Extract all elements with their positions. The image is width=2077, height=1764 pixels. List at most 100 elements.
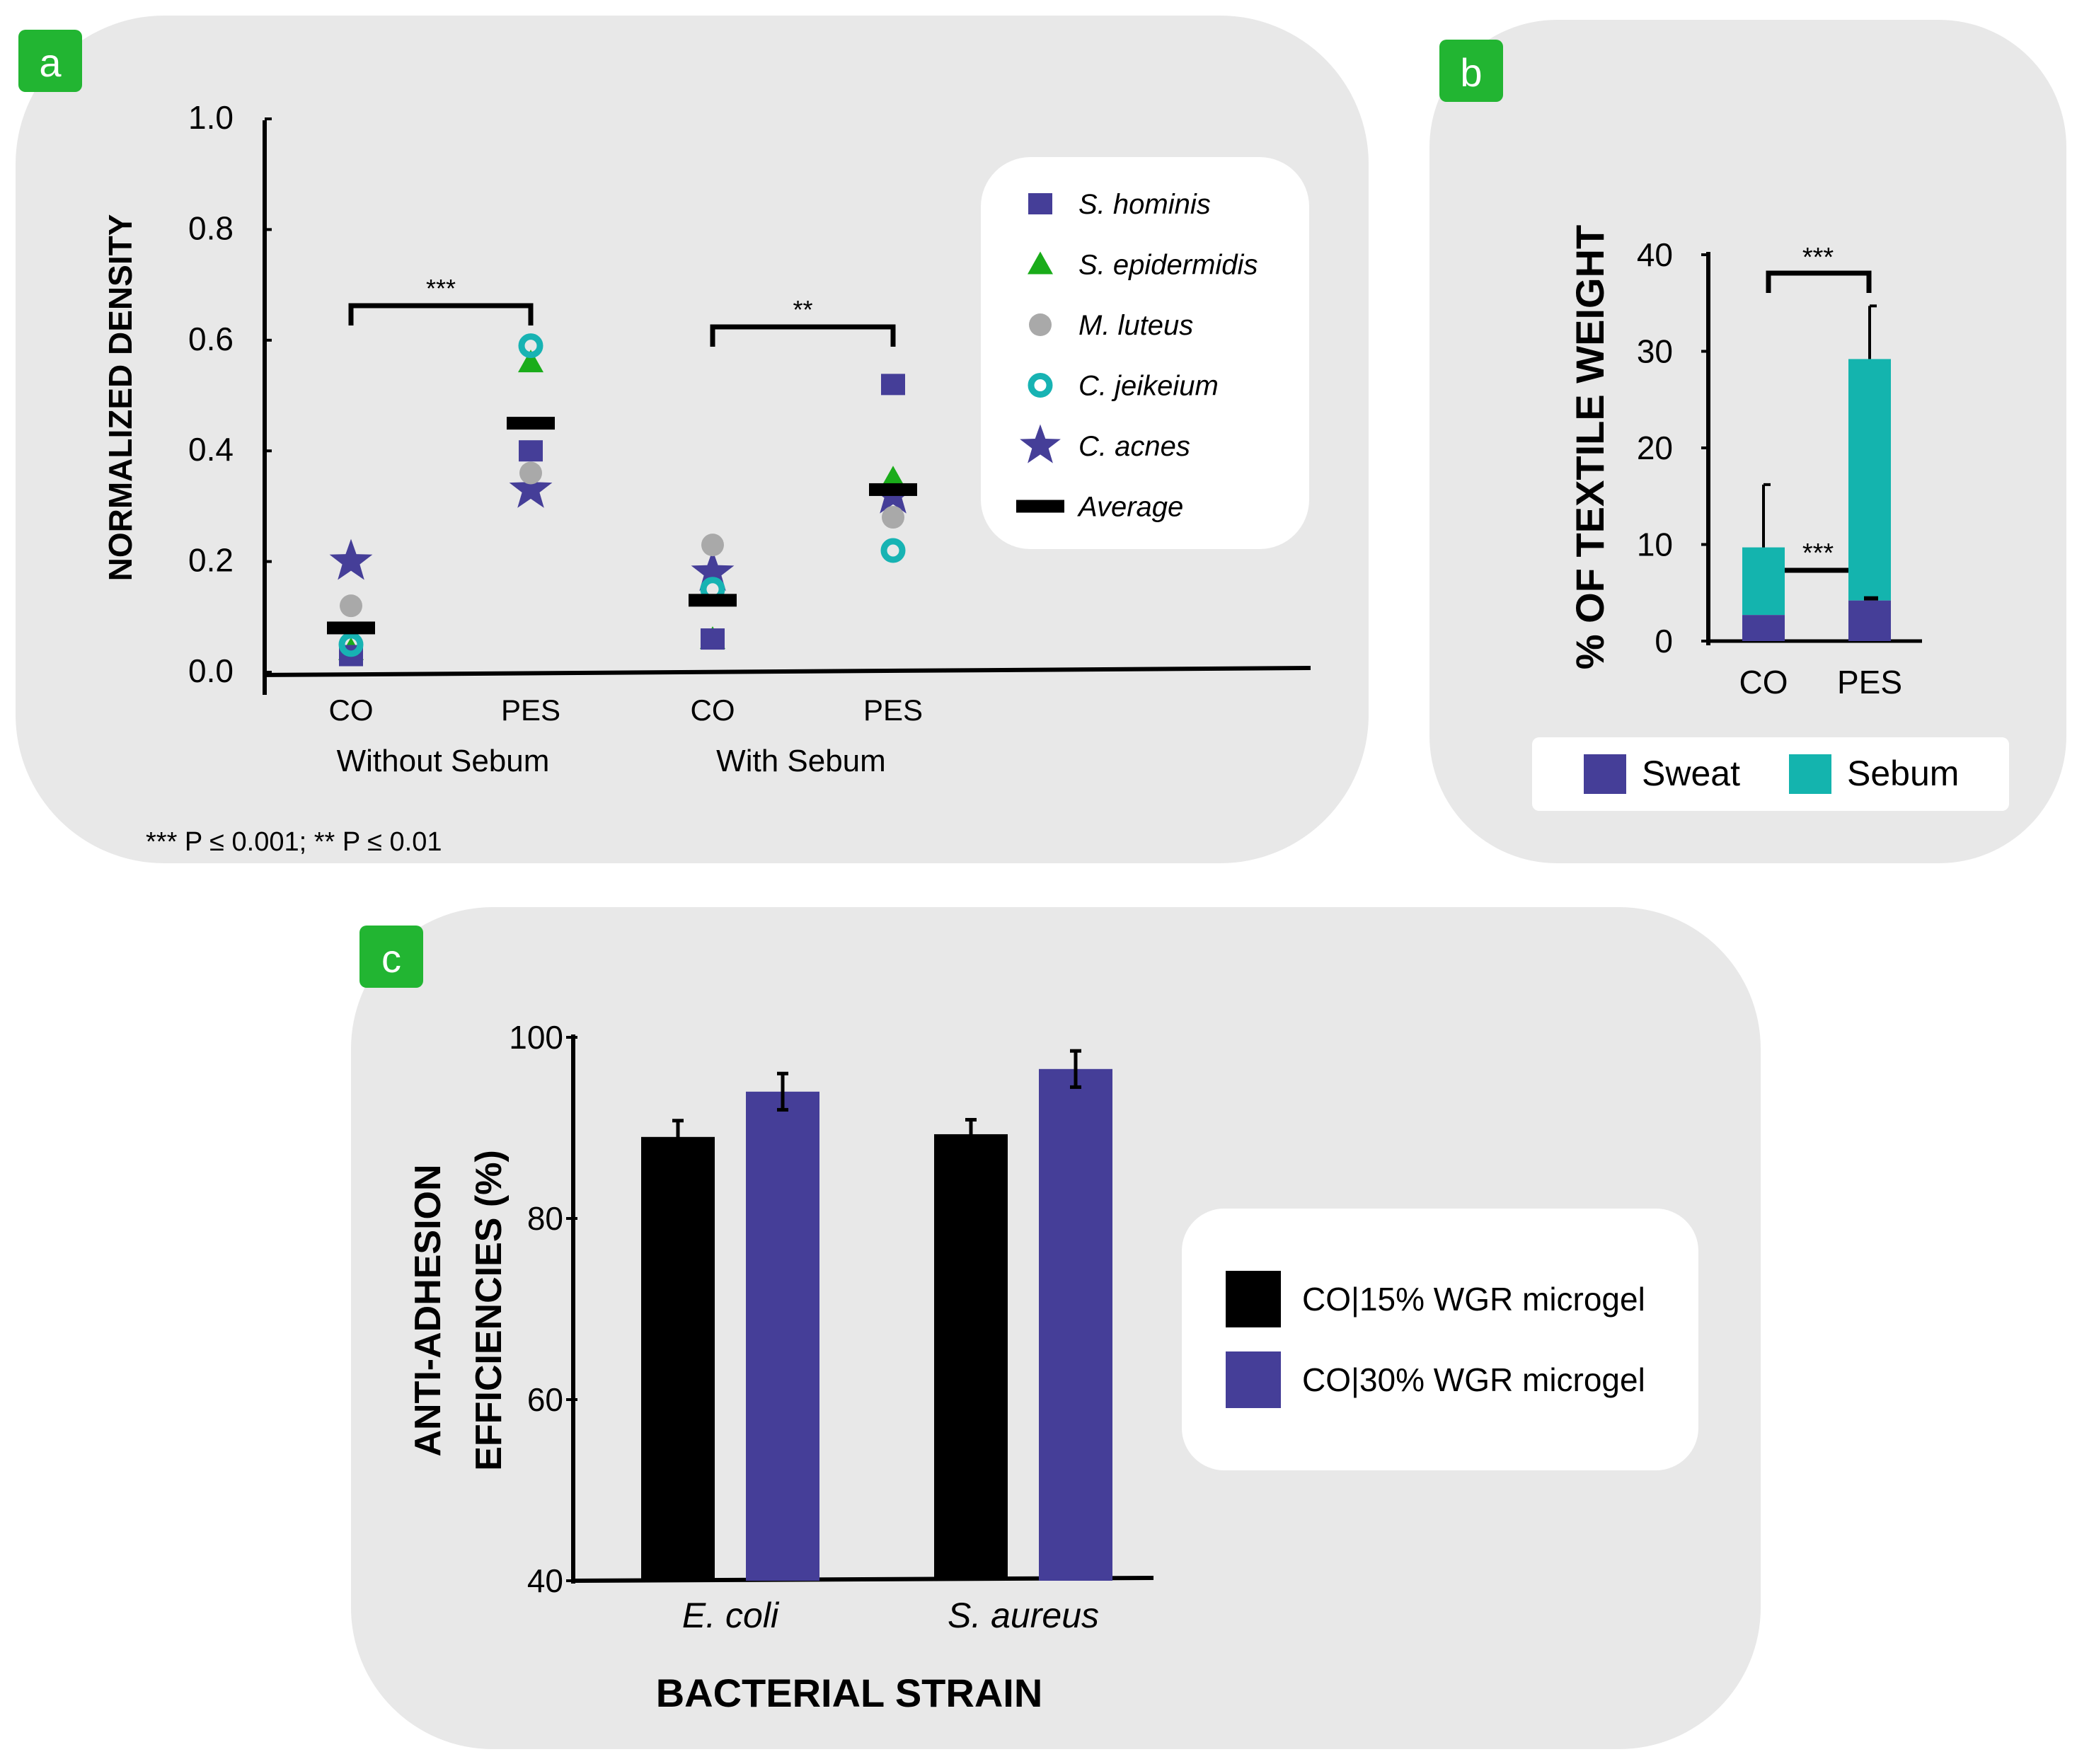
panel-a-point-average	[869, 483, 917, 496]
panel-a-x-tick-label: PES	[501, 693, 560, 727]
panel-a-point-c-acnes	[691, 550, 735, 592]
panel-a-point-s-epidermidis	[880, 466, 906, 489]
panel-c-y-tick-label: 100	[509, 1019, 563, 1056]
panel-a-group-label: Without Sebum	[337, 744, 550, 778]
panel-a-point-m-luteus	[519, 461, 542, 485]
panel-c-bar-co-15-wgr-microgel	[934, 1134, 1008, 1581]
panel-a-legend-label: C. jeikeium	[1078, 371, 1219, 402]
panel-c-x-label: BACTERIAL STRAIN	[656, 1671, 1043, 1715]
panel-b-legend-box	[1532, 737, 2009, 811]
panel-a-point-s-hominis	[701, 628, 725, 650]
panel-a-y-tick-label: 0.8	[188, 209, 234, 246]
panel-b-x-tick-label: PES	[1837, 664, 1902, 701]
panel-c-bar-co-30-wgr-microgel	[1039, 1068, 1112, 1581]
panel-a-x-tick-label: CO	[329, 693, 374, 727]
panel-a-legend-label: M. luteus	[1078, 310, 1193, 341]
panel-b-significance-label-top: ***	[1802, 243, 1834, 272]
panel-a-legend-label: C. acnes	[1078, 431, 1190, 462]
panel-a-y-label: NORMALIZED DENSITY	[102, 214, 139, 582]
panel-b-y-tick-label: 30	[1637, 333, 1673, 370]
panel-a-x-tick-label: CO	[691, 693, 735, 727]
panel-a-legend-marker-c-acnes	[1020, 424, 1061, 463]
panel-b-errorbar-sweat	[1864, 596, 1878, 601]
panel-a-x-tick-label: PES	[863, 693, 923, 727]
panel-b-y-tick-label: 40	[1637, 236, 1673, 273]
panel-a-significance-bracket	[348, 303, 534, 325]
panel-b-bar-sebum	[1742, 547, 1785, 616]
panel-c-legend-label: CO|15% WGR microgel	[1302, 1281, 1645, 1318]
panel-c-badge: c	[359, 926, 423, 988]
panel-a-legend-label: S. epidermidis	[1078, 250, 1258, 281]
panel-b-significance-label-between: ***	[1802, 538, 1834, 568]
panel-c-badge-label: c	[381, 936, 401, 981]
panel-b-badge: b	[1439, 40, 1503, 102]
panel-b-y-label: % OF TEXTILE WEIGHT	[1567, 225, 1612, 669]
panel-b-legend-label: Sebum	[1847, 754, 1959, 793]
panel-b-y-tick-label: 20	[1637, 430, 1673, 466]
panel-b-bar-sweat	[1742, 615, 1785, 641]
panel-c-legend-box	[1182, 1209, 1698, 1470]
panel-a-y-tick-label: 0.4	[188, 431, 234, 468]
panel-a-legend-marker-m-luteus	[1029, 313, 1052, 336]
panel-a-y-tick-label: 1.0	[188, 99, 234, 136]
panel-a-y-tick-label: 0.2	[188, 542, 234, 579]
panel-a-group-label: With Sebum	[716, 744, 886, 778]
panel-a-point-m-luteus	[340, 594, 362, 618]
panel-a-legend-label: S. hominis	[1078, 189, 1211, 220]
panel-a-legend-marker-average	[1016, 500, 1064, 513]
panel-c-y-tick-label: 80	[527, 1200, 563, 1237]
panel-b-bar-sweat	[1848, 600, 1891, 641]
panel-c-x-tick-label: S. aureus	[948, 1596, 1099, 1635]
panel-c-y-label-line1: ANTI-ADHESION	[408, 1164, 449, 1456]
panel-a-point-c-jeikeium	[518, 333, 543, 359]
panel-a-point-s-hominis	[881, 374, 905, 396]
panel-c-y-tick-label: 60	[527, 1381, 563, 1418]
panel-a-point-average	[507, 417, 555, 430]
panel-c-y-label-line2: EFFICIENCIES (%)	[468, 1150, 510, 1471]
panel-c-x-tick-label: E. coli	[682, 1596, 780, 1635]
panel-a-point-c-jeikeium	[338, 632, 364, 657]
panel-b-y-tick-label: 10	[1637, 526, 1673, 563]
panel-a-footnote: *** P ≤ 0.001; ** P ≤ 0.01	[146, 827, 442, 857]
panel-a-significance-label: ***	[426, 274, 456, 303]
panel-b-x-tick-label: CO	[1739, 664, 1788, 701]
panel-a-y-tick-label: 0.6	[188, 321, 234, 357]
panel-a-point-m-luteus	[701, 534, 724, 557]
panel-b-badge-label: b	[1460, 50, 1482, 95]
panel-a-y-tick-label: 0.0	[188, 652, 234, 689]
panel-c-legend-swatch-co30	[1226, 1351, 1281, 1408]
panel-a-legend-label: Average	[1077, 492, 1183, 523]
panel-a-legend-marker-c-jeikeium	[1028, 373, 1053, 398]
panel-a-point-average	[689, 594, 737, 607]
panel-a-significance-bracket	[710, 324, 896, 347]
panel-a-point-m-luteus	[882, 506, 904, 529]
panel-c-bar-co-15-wgr-microgel	[641, 1136, 715, 1581]
panel-b-significance-bracket-top	[1766, 270, 1872, 293]
panel-a-chart: NORMALIZED DENSITY 0.0 0.2 0.4 0.6 0.8 1.0 CO…	[102, 99, 1311, 857]
panel-a-legend-marker-s-epidermidis	[1028, 251, 1053, 275]
panel-b-y-tick-label: 0	[1655, 623, 1673, 659]
panel-a-point-c-acnes	[509, 466, 553, 508]
panel-a-point-c-acnes	[329, 538, 373, 580]
panel-c-chart: ANTI-ADHESION EFFICIENCIES (%) 40 60 80 100…	[408, 1019, 1698, 1715]
panel-a-badge: a	[18, 30, 82, 92]
panel-c-legend-swatch-co15	[1226, 1271, 1281, 1327]
panel-b-legend-swatch-sebum	[1789, 754, 1831, 794]
panel-c-legend-label: CO|30% WGR microgel	[1302, 1361, 1645, 1398]
panel-c-y-tick-label: 40	[527, 1562, 563, 1599]
panel-b-chart: % OF TEXTILE WEIGHT 0 10 20 30 40 CO PES *** *…	[1532, 225, 2009, 811]
panel-c-bar-co-30-wgr-microgel	[746, 1091, 819, 1581]
panel-b-legend-label: Sweat	[1642, 754, 1740, 793]
panel-b-background	[1429, 20, 2066, 863]
panel-a-legend-marker-s-hominis	[1028, 193, 1052, 214]
panel-a-point-c-jeikeium	[880, 538, 906, 563]
panel-a-point-s-hominis	[519, 440, 543, 462]
panel-a-significance-label: **	[793, 295, 812, 324]
panel-a-badge-label: a	[39, 40, 62, 85]
panel-a-x-axis	[262, 666, 1311, 677]
panel-b-bar-sebum	[1848, 359, 1891, 601]
panel-a-legend-box	[981, 157, 1309, 549]
panel-b-legend-swatch-sweat	[1584, 754, 1626, 794]
panel-a-point-average	[327, 621, 375, 635]
